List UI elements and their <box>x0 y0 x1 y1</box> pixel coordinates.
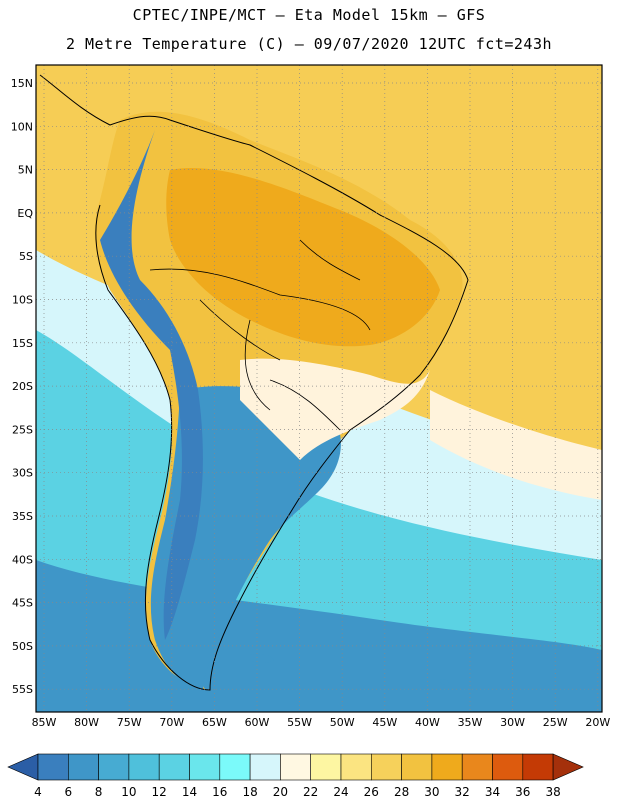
colorbar-label: 14 <box>182 785 197 799</box>
colorbar-label: 22 <box>303 785 318 799</box>
colorbar-box <box>158 753 190 781</box>
lat-tick-label: 5S <box>19 250 33 263</box>
lon-tick-label: 25W <box>543 716 568 729</box>
lon-tick-label: 55W <box>287 716 312 729</box>
colorbar-left-arrow <box>7 753 39 781</box>
lon-tick-label: 60W <box>245 716 270 729</box>
colorbar-box <box>522 753 554 781</box>
colorbar-box <box>128 753 160 781</box>
map-frame <box>35 64 603 713</box>
colorbar-label: 10 <box>121 785 136 799</box>
map-field <box>36 65 602 712</box>
lon-tick-label: 80W <box>74 716 99 729</box>
lat-tick-label: 50S <box>12 640 33 653</box>
colorbar-box <box>280 753 311 781</box>
lon-tick-label: 45W <box>372 716 397 729</box>
hot-interior <box>166 168 440 347</box>
colorbar-label: 16 <box>212 785 227 799</box>
lat-tick-label: 10S <box>12 294 33 307</box>
lon-tick-label: 85W <box>32 716 57 729</box>
lon-tick-label: 20W <box>585 716 610 729</box>
lon-tick-label: 35W <box>458 716 483 729</box>
colorbar-box <box>189 753 221 781</box>
colorbar-box <box>431 753 463 781</box>
andes-ridge <box>100 130 203 640</box>
colorbar-label: 24 <box>333 785 348 799</box>
lon-tick-label: 30W <box>500 716 525 729</box>
colorbar-label: 6 <box>64 785 72 799</box>
lat-tick-label: 40S <box>12 553 33 566</box>
colorbar-label: 4 <box>34 785 42 799</box>
colorbar-label: 26 <box>364 785 379 799</box>
lat-tick-label: 5N <box>18 164 33 177</box>
coastline <box>39 74 469 691</box>
lat-tick-label: 20S <box>12 380 33 393</box>
mild-zone <box>240 358 430 460</box>
colorbar-box <box>249 753 281 781</box>
colorbar-box <box>340 753 372 781</box>
lat-tick-label: 55S <box>12 683 33 696</box>
longitude-labels: 85W 80W 75W 70W 65W 60W 55W 50W 45W 40W 35W 30W 25W 2… <box>32 716 611 729</box>
colorbar-box <box>98 753 130 781</box>
lon-tick-label: 75W <box>117 716 142 729</box>
lat-tick-label: 35S <box>12 510 33 523</box>
colorbar-label: 28 <box>394 785 409 799</box>
colorbar-right-arrow <box>552 753 584 781</box>
colorbar-label: 18 <box>242 785 257 799</box>
colorbar: 4 6 8 10 12 14 16 18 20 22 24 26 28 30 32 34 36 38 <box>7 753 584 799</box>
colorbar-label: 8 <box>95 785 103 799</box>
lon-tick-label: 40W <box>415 716 440 729</box>
colorbar-box <box>219 753 251 781</box>
map-title: CPTEC/INPE/MCT – Eta Model 15km – GFS <box>132 6 486 24</box>
lat-tick-label: 10N <box>11 120 33 133</box>
colorbar-box <box>461 753 493 781</box>
colorbar-box <box>68 753 99 781</box>
colorbar-box <box>370 753 402 781</box>
colorbar-box <box>37 753 69 781</box>
map-subtitle: 2 Metre Temperature (C) – 09/07/2020 12U… <box>65 35 553 53</box>
colorbar-box <box>492 753 524 781</box>
lon-tick-label: 65W <box>202 716 227 729</box>
colorbar-label: 30 <box>424 785 439 799</box>
lon-tick-label: 50W <box>330 716 355 729</box>
colorbar-box <box>401 753 433 781</box>
country-borders <box>149 239 371 431</box>
islands <box>250 653 449 685</box>
colorbar-box <box>310 753 342 781</box>
lat-tick-label: 45S <box>12 597 33 610</box>
lat-tick-label: 15S <box>12 337 33 350</box>
lat-tick-label: 25S <box>12 423 33 436</box>
colorbar-label: 36 <box>515 785 530 799</box>
lat-tick-label: 15N <box>11 77 33 90</box>
latitude-labels: 15N 10N 5N EQ 5S 10S 15S 20S 25S 30S 35S 40S 45S 50S 5… <box>11 77 34 696</box>
colorbar-label: 38 <box>545 785 560 799</box>
lon-tick-label: 70W <box>159 716 184 729</box>
lat-tick-label: 30S <box>12 467 33 480</box>
colorbar-label: 12 <box>152 785 167 799</box>
light-band <box>430 390 602 500</box>
colorbar-label: 34 <box>485 785 500 799</box>
colorbar-label: 32 <box>455 785 470 799</box>
colorbar-label: 20 <box>273 785 288 799</box>
lat-tick-label: EQ <box>17 207 33 220</box>
